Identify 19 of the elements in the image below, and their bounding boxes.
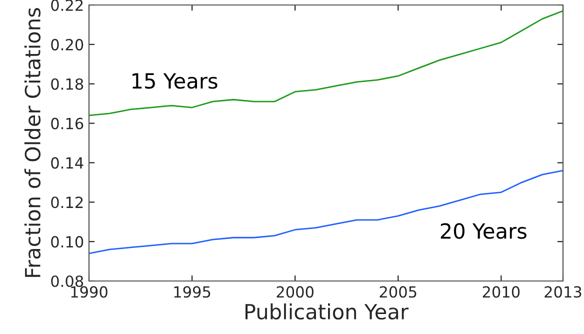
series-label: 15 Years xyxy=(132,73,218,89)
x-axis-title: Publication Year xyxy=(246,303,409,320)
y-tick-label: 0.08 xyxy=(51,275,84,288)
x-tick-label: 2013 xyxy=(544,286,582,298)
y-tick-label: 0.14 xyxy=(51,157,84,169)
y-tick-label: 0.12 xyxy=(51,196,83,208)
y-tick-label: 0.18 xyxy=(51,78,84,90)
x-tick-label: 2000 xyxy=(276,286,314,298)
x-tick-label: 2010 xyxy=(482,286,520,298)
series-label: 20 Years xyxy=(440,223,526,239)
x-tick-label: 1990 xyxy=(71,286,108,298)
y-tick-label: 0.10 xyxy=(51,236,84,248)
y-tick-label: 0.16 xyxy=(51,118,84,130)
line-series xyxy=(89,170,563,254)
x-tick-label: 2005 xyxy=(380,286,416,298)
y-tick-label: 0.20 xyxy=(51,38,84,50)
y-axis-title: Fraction of Older Citations xyxy=(24,8,41,277)
line-series xyxy=(89,10,563,116)
x-tick-label: 1995 xyxy=(174,286,210,298)
